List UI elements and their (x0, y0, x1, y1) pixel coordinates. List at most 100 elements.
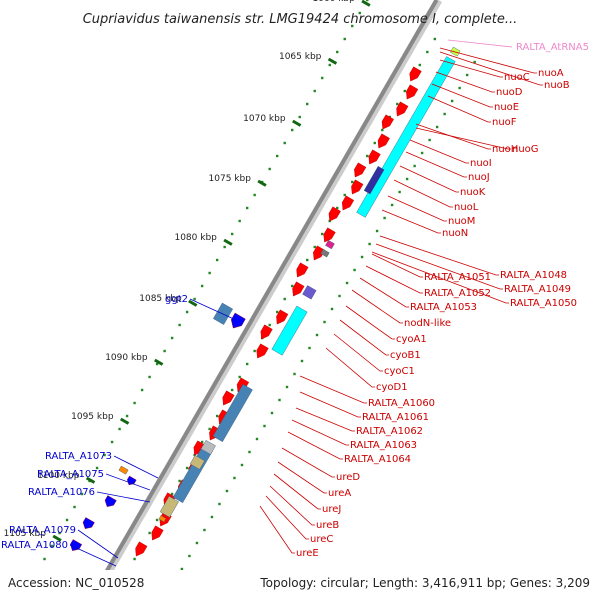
gene-label: nuoL (454, 202, 479, 213)
gc-dot (200, 440, 204, 444)
gene-arrow (276, 309, 289, 325)
gc-dot (315, 333, 319, 337)
leader-line (273, 473, 321, 510)
gene-label: nuoC (504, 72, 530, 83)
tick-layer: 1060 kbp 1065 kbp 1070 kbp 1075 kbp 1080 kbp… (4, 0, 371, 542)
axis-tick (85, 476, 96, 484)
gc-dot (103, 453, 106, 457)
leader-line (325, 347, 375, 388)
axis-tick-label: 1075 kbp (209, 174, 252, 184)
gc-dot (118, 427, 121, 431)
leader-line (387, 195, 447, 222)
gc-dot (465, 73, 469, 77)
gc-dot (285, 385, 289, 389)
gc-dot (398, 190, 401, 194)
gene-label: nuoG (512, 144, 539, 155)
gene-label: nuoB (544, 80, 570, 91)
gc-dot (133, 401, 136, 405)
leader-line (299, 391, 361, 418)
feature-block-navy (363, 166, 385, 195)
gene-label: cyoB1 (390, 350, 421, 361)
gene-label: RALTA_A1061 (362, 412, 429, 423)
gc-dot (155, 518, 159, 522)
gc-dot (133, 557, 136, 561)
leader-line (399, 165, 459, 193)
axis-tick-label: 1105 kbp (4, 529, 47, 539)
gene-label: cyoD1 (376, 382, 408, 393)
gc-dot (208, 271, 211, 275)
gc-dot (193, 297, 196, 301)
gene-label: RALTA_A1049 (504, 284, 571, 295)
gene-arrow (351, 179, 364, 195)
leader-line (359, 277, 409, 308)
gene-label: nuoN (442, 228, 468, 239)
leader-line (371, 251, 509, 304)
axis-tick-label: 1065 kbp (279, 52, 322, 62)
footer-background (0, 570, 600, 600)
leader-line (371, 253, 423, 278)
gc-dot (230, 232, 234, 236)
trna-label: RALTA_AtRNA5 (516, 42, 589, 53)
gc-dot (50, 544, 54, 548)
leader-line (415, 123, 491, 150)
gene-label: nuoA (538, 68, 564, 79)
gc-dot (420, 151, 424, 155)
gc-dot (330, 307, 334, 311)
map-title: Cupriavidus taiwanensis str. LMG19424 ch… (83, 12, 518, 27)
gc-dot (328, 63, 331, 67)
axis-tick (223, 238, 233, 246)
gc-dot (178, 323, 181, 327)
gc-dot (435, 125, 439, 129)
axis-tick (52, 534, 62, 542)
gc-dot (433, 37, 437, 41)
text-layer: Cupriavidus taiwanensis str. LMG19424 ch… (0, 12, 600, 600)
gene-arrow (354, 162, 367, 178)
leader-line (379, 235, 499, 276)
gene-arrow (222, 390, 235, 406)
gene-label: cyoC1 (384, 366, 415, 377)
gene-label: RALTA_A1064 (344, 454, 411, 465)
gc-dot (313, 245, 316, 249)
gc-dot (360, 255, 364, 259)
gc-dot (323, 320, 326, 324)
feature-block-steel (212, 384, 253, 442)
gc-dot (65, 518, 69, 522)
axis-tick-label: 1070 kbp (243, 114, 286, 124)
gc-dot (275, 154, 279, 158)
gc-dot (185, 466, 189, 470)
gc-dot (275, 310, 279, 314)
gc-dot (443, 112, 446, 116)
axis-tick-label: 1100 kbp (37, 471, 80, 481)
leader-line (405, 151, 467, 178)
gene-arrow (328, 206, 341, 222)
gc-dot (351, 24, 354, 28)
gene-label: nuoH (492, 144, 518, 155)
gc-dot (293, 372, 296, 376)
gene-arrow-blue (82, 517, 95, 529)
leader-line-blue (69, 544, 117, 567)
feature-block-khaki (159, 496, 179, 518)
leader-line (269, 485, 315, 526)
leader-line (345, 305, 395, 340)
gene-label-blue: RALTA_A1079 (9, 525, 76, 536)
gene-arrow (377, 133, 390, 149)
gene-label-blue: RALTA_A1080 (1, 540, 68, 551)
gene-label: RALTA_A1048 (500, 270, 567, 281)
leader-line (291, 419, 349, 446)
gc-dot (426, 50, 429, 54)
gc-dot (308, 346, 311, 350)
gc-dot (413, 164, 416, 168)
feature-block-khaki (189, 455, 205, 470)
gene-arrow (323, 227, 336, 243)
axis-tick (154, 358, 164, 366)
gc-dot (230, 388, 234, 392)
gc-dot (368, 242, 371, 246)
gc-dot (366, 0, 369, 2)
gc-dot (233, 476, 236, 480)
topology-text: Topology: circular; Length: 3,416,911 bp… (259, 576, 590, 590)
axis-tick (257, 179, 267, 187)
axis-tick (361, 0, 371, 7)
leader-line-blue (77, 529, 119, 559)
gc-dot (253, 193, 256, 197)
